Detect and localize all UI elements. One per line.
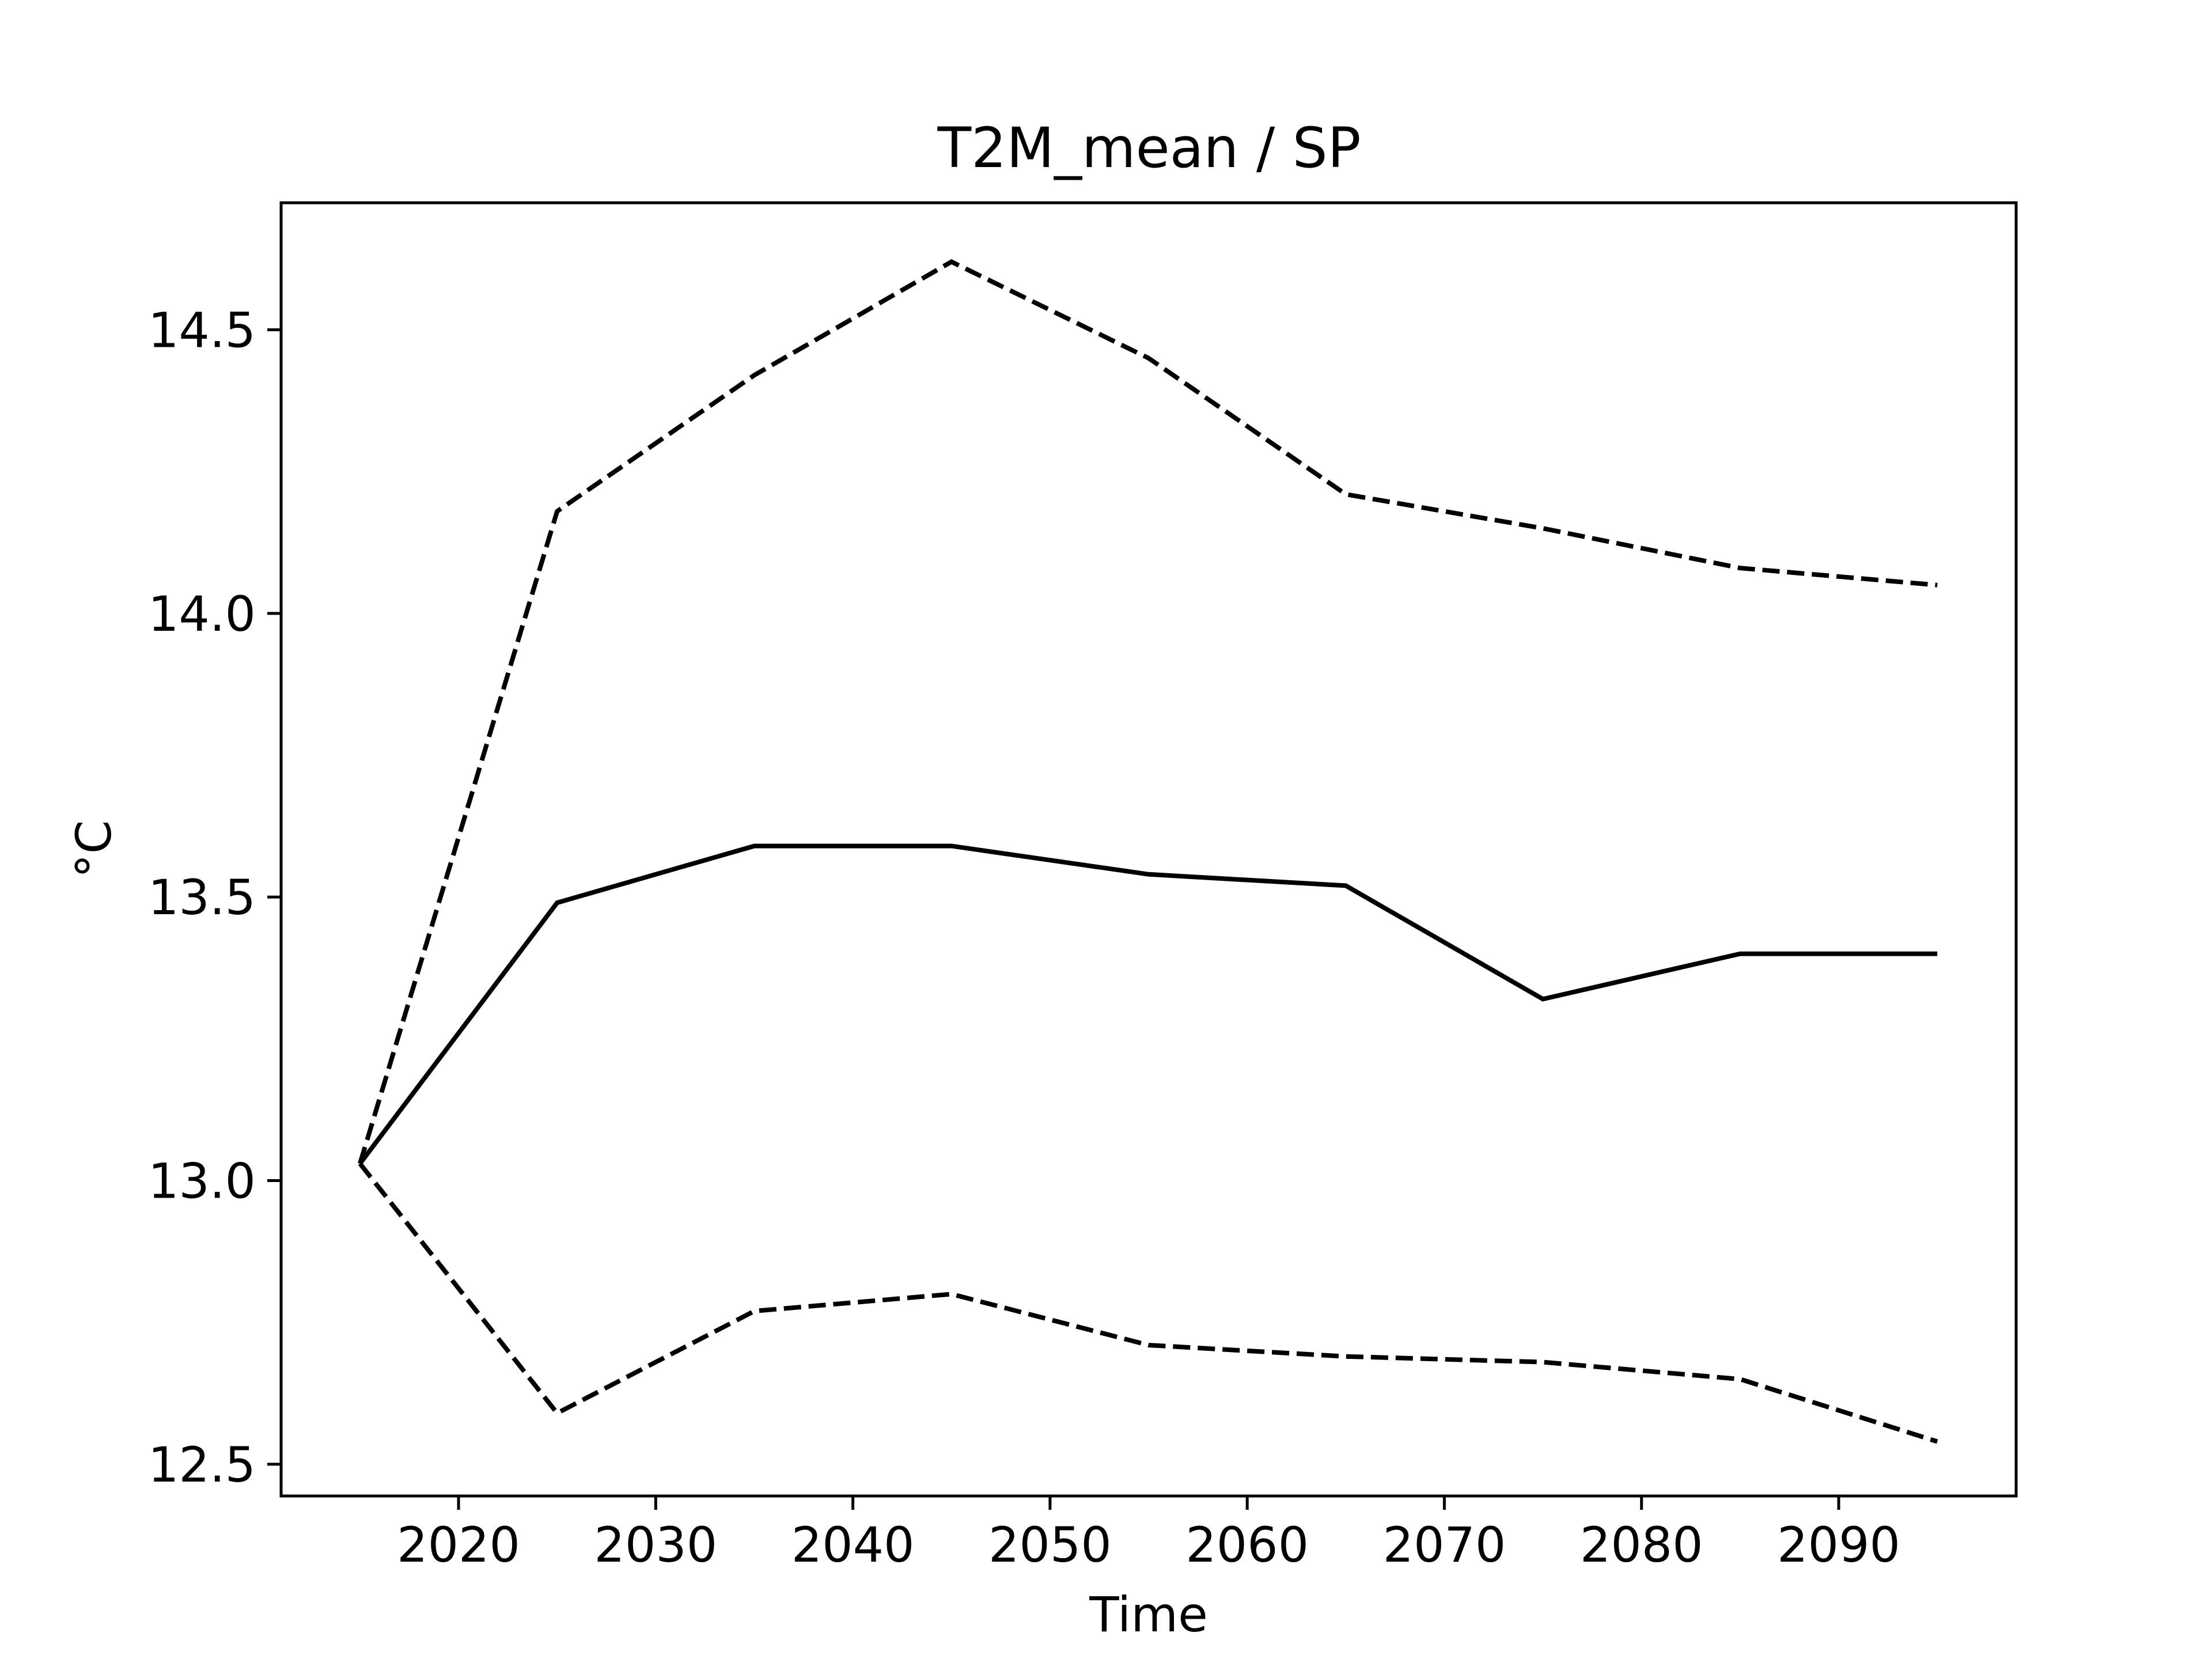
x-tick-label: 2040 [791, 1517, 915, 1573]
x-tick-label: 2060 [1185, 1517, 1309, 1573]
mean-line [358, 843, 1938, 1165]
series-layer [358, 259, 1938, 1444]
x-tick-label: 2030 [594, 1517, 717, 1573]
y-axis-label: °C [66, 820, 122, 878]
y-axis: 12.5 13.0 13.5 14.0 14.5 [148, 302, 281, 1493]
chart-title: T2M_mean / SP [937, 116, 1361, 180]
x-tick-label: 2090 [1777, 1517, 1900, 1573]
y-tick-label: 13.5 [148, 869, 256, 926]
y-tick-label: 14.0 [148, 586, 256, 642]
plot-area [279, 201, 2018, 1498]
y-tick-label: 13.0 [148, 1153, 256, 1210]
x-axis: 2020 2030 2040 2050 2060 2070 2080 2090 [397, 1496, 1900, 1573]
upper-bound-line [358, 259, 1938, 1165]
plot-frame [279, 201, 2018, 1498]
x-tick-label: 2070 [1383, 1517, 1506, 1573]
x-tick-label: 2020 [397, 1517, 520, 1573]
y-tick-label: 12.5 [148, 1437, 256, 1493]
y-tick-label: 14.5 [148, 302, 256, 359]
lower-bound-line [358, 1162, 1938, 1444]
x-tick-label: 2080 [1580, 1517, 1703, 1573]
x-axis-label: Time [1089, 1586, 1208, 1643]
x-tick-label: 2050 [988, 1517, 1112, 1573]
